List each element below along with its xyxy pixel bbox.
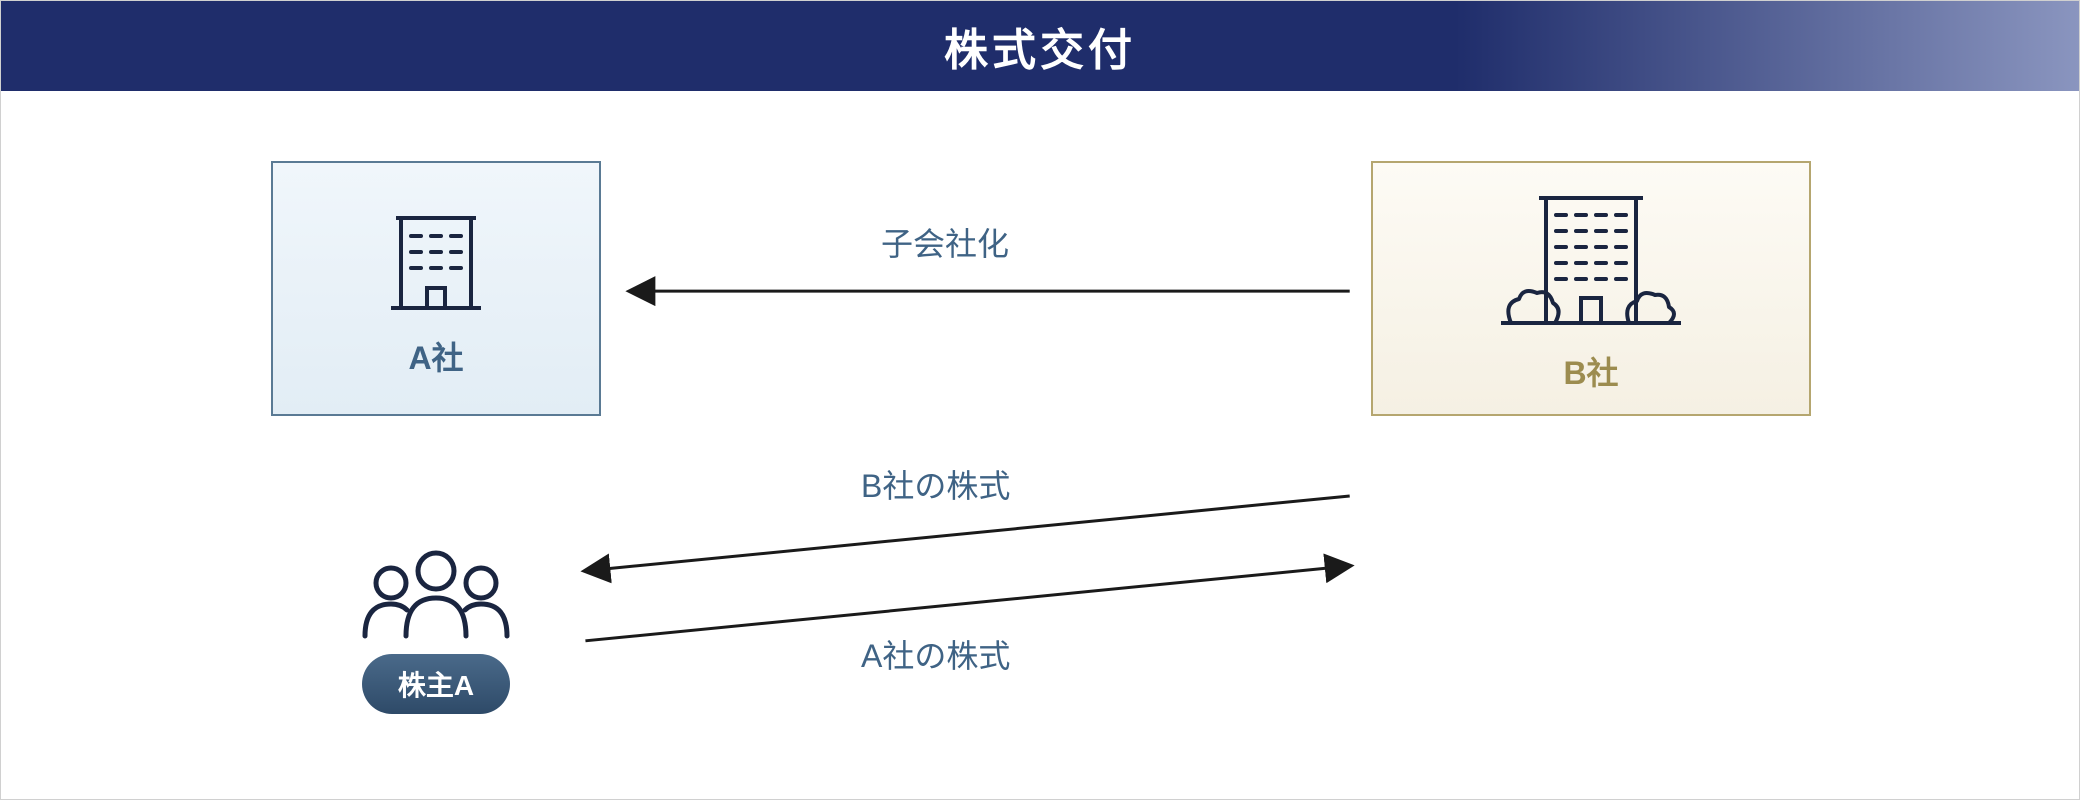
diagram-body: A社 bbox=[1, 91, 2079, 801]
company-a-label: A社 bbox=[408, 333, 463, 379]
label-stock-a: A社の株式 bbox=[861, 631, 1010, 677]
header-title: 株式交付 bbox=[944, 14, 1136, 78]
building-large-icon bbox=[1481, 183, 1701, 338]
shareholder-group: 株主A bbox=[351, 541, 521, 714]
label-stock-b: B社の株式 bbox=[861, 461, 1010, 507]
arrow-stock-b bbox=[585, 496, 1349, 571]
label-subsidiarize: 子会社化 bbox=[881, 219, 1009, 265]
company-b-box: B社 bbox=[1371, 161, 1811, 416]
company-a-box: A社 bbox=[271, 161, 601, 416]
diagram-container: 株式交付 A社 bbox=[0, 0, 2080, 800]
arrow-stock-a bbox=[585, 566, 1349, 641]
people-icon bbox=[351, 541, 521, 646]
building-small-icon bbox=[381, 198, 491, 323]
company-b-label: B社 bbox=[1563, 348, 1618, 394]
shareholder-label: 株主A bbox=[362, 654, 510, 714]
header-bar: 株式交付 bbox=[1, 1, 2079, 91]
